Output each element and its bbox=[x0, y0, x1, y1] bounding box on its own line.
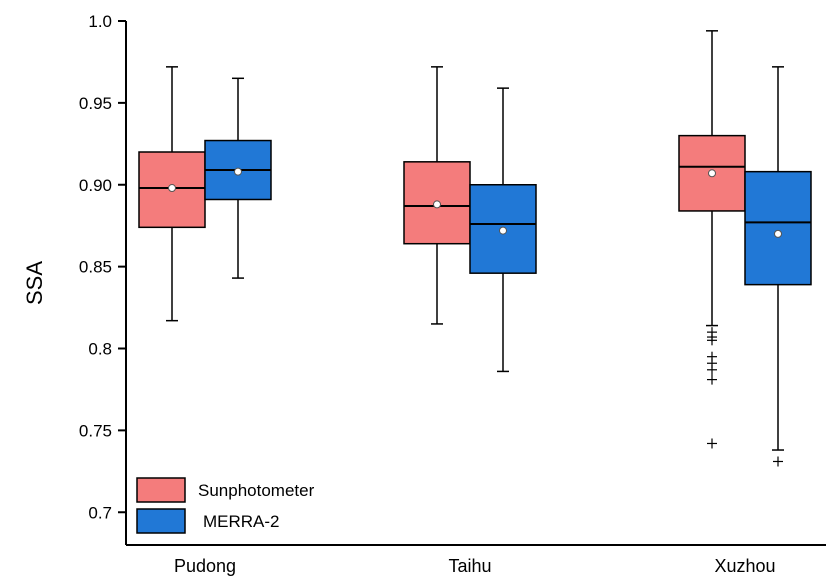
mean-point bbox=[168, 184, 176, 193]
legend: Sunphotometer MERRA-2 bbox=[136, 477, 315, 534]
outlier-marker bbox=[707, 364, 717, 375]
legend-swatch bbox=[136, 477, 186, 503]
box-merra-2-pudong bbox=[204, 77, 272, 279]
outlier-marker bbox=[773, 456, 783, 467]
legend-swatch bbox=[136, 508, 186, 534]
y-axis-label: SSA bbox=[22, 261, 47, 305]
box-sunphotometer-xuzhou bbox=[678, 30, 746, 449]
x-tick-label: Xuzhou bbox=[714, 556, 775, 576]
outlier-marker bbox=[707, 438, 717, 449]
x-tick-label: Taihu bbox=[448, 556, 491, 576]
y-tick-label: 0.7 bbox=[88, 503, 112, 522]
mean-point bbox=[774, 229, 782, 238]
mean-point bbox=[234, 167, 242, 176]
legend-label: MERRA-2 bbox=[203, 512, 280, 531]
box-plot-area bbox=[138, 30, 812, 467]
y-tick-label: 0.8 bbox=[88, 340, 112, 359]
box-merra-2-xuzhou bbox=[744, 66, 812, 467]
x-tick-label: Pudong bbox=[174, 556, 236, 576]
outlier-marker bbox=[707, 335, 717, 346]
mean-point bbox=[499, 226, 507, 235]
mean-point bbox=[708, 169, 716, 178]
axes: 0.7 0.75 0.8 0.85 0.90 0.95 1.0 Pudong Taihu Xuzh… bbox=[79, 12, 826, 576]
legend-label: Sunphotometer bbox=[198, 481, 315, 500]
iqr-box bbox=[744, 170, 812, 286]
y-tick-label: 0.95 bbox=[79, 94, 112, 113]
y-tick-label: 0.75 bbox=[79, 421, 112, 440]
mean-point bbox=[433, 200, 441, 209]
box-merra-2-taihu bbox=[469, 87, 537, 373]
outlier-marker bbox=[707, 374, 717, 385]
y-tick-label: 0.90 bbox=[79, 176, 112, 195]
box-sunphotometer-taihu bbox=[403, 66, 471, 325]
y-tick-label: 0.85 bbox=[79, 258, 112, 277]
box-sunphotometer-pudong bbox=[138, 66, 206, 322]
y-tick-label: 1.0 bbox=[88, 12, 112, 31]
